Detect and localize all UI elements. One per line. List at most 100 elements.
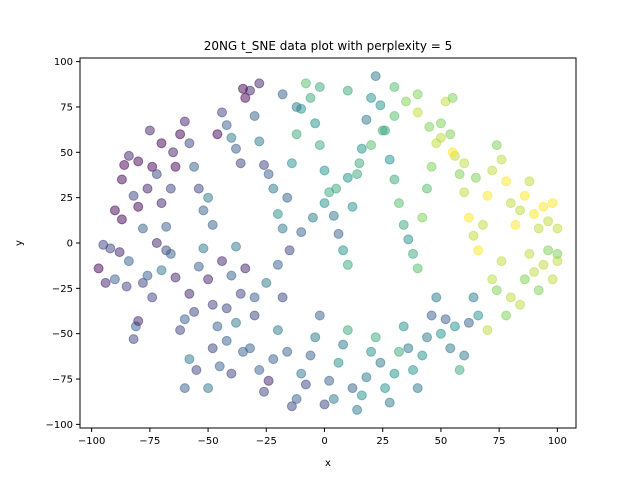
data-point [426, 161, 437, 172]
data-point [370, 71, 381, 82]
y-tick-label: 75 [60, 102, 73, 113]
data-point [356, 390, 367, 401]
data-point [268, 354, 279, 365]
data-point [165, 183, 176, 194]
data-point [552, 248, 563, 259]
data-point [133, 201, 144, 212]
data-point [240, 92, 251, 103]
data-point [338, 245, 349, 256]
data-point [221, 120, 232, 131]
data-point [137, 277, 148, 288]
data-point [319, 198, 330, 209]
data-point [552, 223, 563, 234]
data-point [263, 375, 274, 386]
data-point [380, 383, 391, 394]
data-point [491, 140, 502, 151]
data-point [296, 368, 307, 379]
y-tick-label: −75 [52, 375, 73, 386]
y-tick-label: 25 [60, 193, 73, 204]
data-point [193, 261, 204, 272]
x-axis-label: x [325, 458, 331, 469]
data-point [198, 243, 209, 254]
chart-title: 20NG t_SNE data plot with perplexity = 5 [204, 39, 453, 53]
data-point [300, 379, 311, 390]
data-point [207, 219, 218, 230]
data-point [203, 383, 214, 394]
data-point [137, 223, 148, 234]
data-point [151, 238, 162, 248]
data-point [277, 292, 288, 303]
data-point [296, 227, 307, 238]
data-point [277, 223, 288, 234]
data-point [231, 317, 241, 328]
data-point [319, 165, 330, 176]
data-point [482, 190, 493, 201]
data-point [133, 316, 144, 326]
data-point [454, 365, 465, 375]
data-point [314, 140, 325, 151]
data-point [191, 365, 202, 375]
y-tick-label: 100 [54, 57, 73, 68]
data-point [412, 383, 423, 394]
data-point [422, 332, 432, 343]
data-point [424, 121, 435, 132]
x-tick-label: 25 [376, 436, 389, 447]
data-point [142, 183, 153, 194]
data-point [282, 346, 293, 357]
data-point [459, 158, 470, 169]
data-point [254, 136, 265, 147]
data-point [147, 161, 158, 172]
data-point [519, 190, 530, 201]
x-tick-label: 75 [493, 436, 506, 447]
data-point [501, 310, 512, 321]
data-point [473, 245, 484, 256]
data-point [310, 332, 321, 343]
data-point [263, 169, 274, 180]
data-point [259, 160, 269, 170]
data-point [254, 78, 265, 89]
data-point [128, 334, 139, 345]
data-point [447, 92, 458, 103]
data-point [226, 270, 237, 281]
data-point [354, 158, 365, 169]
data-point [179, 116, 190, 127]
data-point [529, 209, 540, 219]
data-point [184, 138, 195, 149]
data-point [487, 165, 498, 176]
x-tick-label: 50 [435, 436, 448, 447]
data-point [221, 335, 232, 346]
data-point [515, 299, 526, 310]
data-point [235, 158, 246, 169]
data-point [249, 310, 260, 321]
data-point [519, 274, 530, 285]
data-point [184, 354, 195, 365]
data-point [286, 158, 297, 169]
data-point [412, 107, 423, 118]
data-point [291, 129, 302, 140]
data-point [538, 259, 549, 270]
data-point [286, 401, 297, 412]
data-point [468, 230, 479, 241]
data-point [116, 214, 127, 225]
data-point [408, 248, 418, 259]
data-point [347, 383, 358, 394]
data-point [515, 205, 526, 216]
data-point [147, 292, 158, 303]
data-point [529, 267, 540, 277]
data-point [238, 346, 248, 357]
data-point [284, 245, 295, 256]
data-point [496, 154, 507, 165]
data-point [375, 357, 386, 368]
data-point [533, 285, 544, 296]
data-point [123, 150, 134, 161]
data-point [408, 365, 418, 375]
y-tick-label: −100 [46, 420, 73, 431]
data-point [314, 310, 325, 321]
data-point [417, 212, 428, 223]
data-point [431, 292, 442, 303]
data-point [291, 102, 302, 112]
data-point [300, 78, 311, 89]
data-point [501, 176, 512, 187]
data-point [394, 198, 404, 209]
data-point [305, 92, 316, 103]
